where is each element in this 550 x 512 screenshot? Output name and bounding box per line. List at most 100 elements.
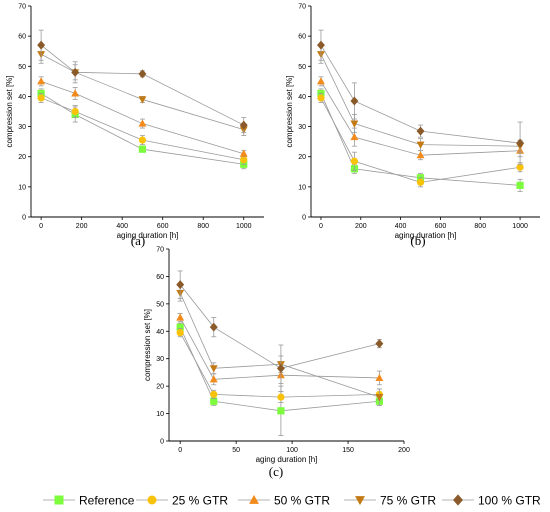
chart-panel-b: 0 10 20 30 40 50 60 70 0 200 400 600 800 1000 aging du… (285, 4, 540, 248)
y-tick-label: 30 (298, 124, 306, 131)
data-point (316, 77, 325, 85)
series-line (40, 97, 244, 161)
y-tick-label: 0 (302, 215, 306, 222)
data-point (71, 67, 80, 77)
x-tick-label: 200 (398, 447, 410, 454)
x-tick-label: 800 (474, 223, 486, 230)
data-point (239, 120, 248, 130)
y-tick-label: 10 (18, 184, 26, 191)
legend-label: 75 % GTR (380, 494, 436, 508)
data-point (416, 141, 425, 149)
legend-label: 50 % GTR (274, 494, 330, 508)
data-point (375, 373, 384, 381)
x-tick-label: 150 (342, 447, 354, 454)
y-axis-label: compression set [%] (285, 75, 294, 147)
x-axis-label: aging duration [h] (117, 231, 179, 240)
data-point (210, 397, 218, 405)
legend-marker (54, 495, 64, 505)
data-point (350, 120, 359, 128)
data-point (239, 149, 248, 157)
y-tick-label: 70 (156, 247, 164, 254)
series-line (40, 93, 244, 165)
series-line (320, 54, 521, 147)
legend-marker (453, 494, 463, 506)
y-tick-label: 10 (156, 411, 164, 418)
panel-label: (a) (131, 233, 145, 248)
legend-label: 25 % GTR (172, 494, 228, 508)
x-tick-label: 100 (286, 447, 298, 454)
x-tick-label: 0 (39, 223, 43, 230)
data-point (375, 394, 384, 402)
data-point (209, 375, 218, 383)
x-tick-label: 800 (197, 223, 209, 230)
y-tick-label: 60 (156, 274, 164, 281)
series-line (179, 317, 380, 380)
series-line (320, 93, 521, 186)
data-point (350, 96, 359, 106)
panel-label: (b) (410, 233, 425, 248)
data-point (138, 69, 147, 79)
y-tick-label: 40 (298, 94, 306, 101)
data-point (138, 119, 147, 127)
series-50-gtr (316, 76, 525, 161)
x-tick-label: 1000 (236, 223, 252, 230)
data-point (276, 363, 285, 373)
x-axis-label: aging duration [h] (256, 455, 318, 464)
data-point (316, 40, 325, 50)
x-tick-label: 600 (157, 223, 169, 230)
data-point (71, 89, 80, 97)
y-tick-label: 0 (22, 215, 26, 222)
data-point (37, 40, 46, 50)
x-axis-label: aging duration [h] (395, 231, 457, 240)
y-tick-label: 0 (160, 439, 164, 446)
x-tick-label: 0 (178, 447, 182, 454)
y-tick-label: 10 (298, 184, 306, 191)
y-tick-label: 60 (298, 34, 306, 41)
legend-marker (355, 496, 365, 506)
series-line (40, 80, 244, 155)
data-point (516, 163, 524, 171)
series-line (40, 44, 244, 126)
y-axis-label: compression set [%] (143, 309, 152, 381)
series-100-gtr (316, 29, 525, 165)
data-point (240, 156, 248, 164)
data-point (516, 138, 525, 148)
data-point (71, 107, 79, 116)
data-point (37, 94, 45, 102)
data-point (176, 329, 184, 337)
x-tick-label: 600 (435, 223, 447, 230)
data-point (138, 96, 147, 104)
data-point (138, 145, 147, 153)
x-tick-label: 1000 (512, 223, 528, 230)
data-point (209, 322, 218, 332)
data-point (176, 280, 185, 290)
data-point (416, 178, 425, 186)
legend-entry-100-gtr: 100 % GTR (442, 494, 541, 508)
y-tick-label: 50 (156, 301, 164, 308)
series-25-gtr (317, 93, 524, 188)
chart-panel-a: 0 10 20 30 40 50 60 70 0 200 400 600 800 1000 aging du… (5, 4, 264, 248)
y-tick-label: 20 (298, 154, 306, 161)
series-100-gtr (37, 29, 248, 134)
y-tick-label: 20 (18, 154, 26, 161)
legend: Reference 25 % GTR 50 % GTR 75 % GTR 100 % G… (43, 494, 541, 508)
series-50-gtr (37, 76, 248, 158)
x-tick-label: 200 (355, 223, 367, 230)
data-point (416, 126, 425, 136)
data-point (37, 77, 46, 85)
data-point (210, 390, 218, 398)
data-point (350, 132, 359, 141)
legend-label: Reference (79, 494, 135, 508)
x-tick-label: 50 (232, 447, 240, 454)
data-point (416, 151, 425, 159)
data-point (516, 181, 524, 189)
y-tick-label: 40 (156, 329, 164, 336)
legend-entry-reference: Reference (43, 494, 135, 508)
data-point (176, 313, 185, 321)
series-50-gtr (176, 313, 384, 386)
series-line (40, 53, 244, 130)
data-point (317, 94, 325, 102)
legend-entry-25-gtr: 25 % GTR (136, 494, 228, 508)
series-line (320, 44, 521, 144)
